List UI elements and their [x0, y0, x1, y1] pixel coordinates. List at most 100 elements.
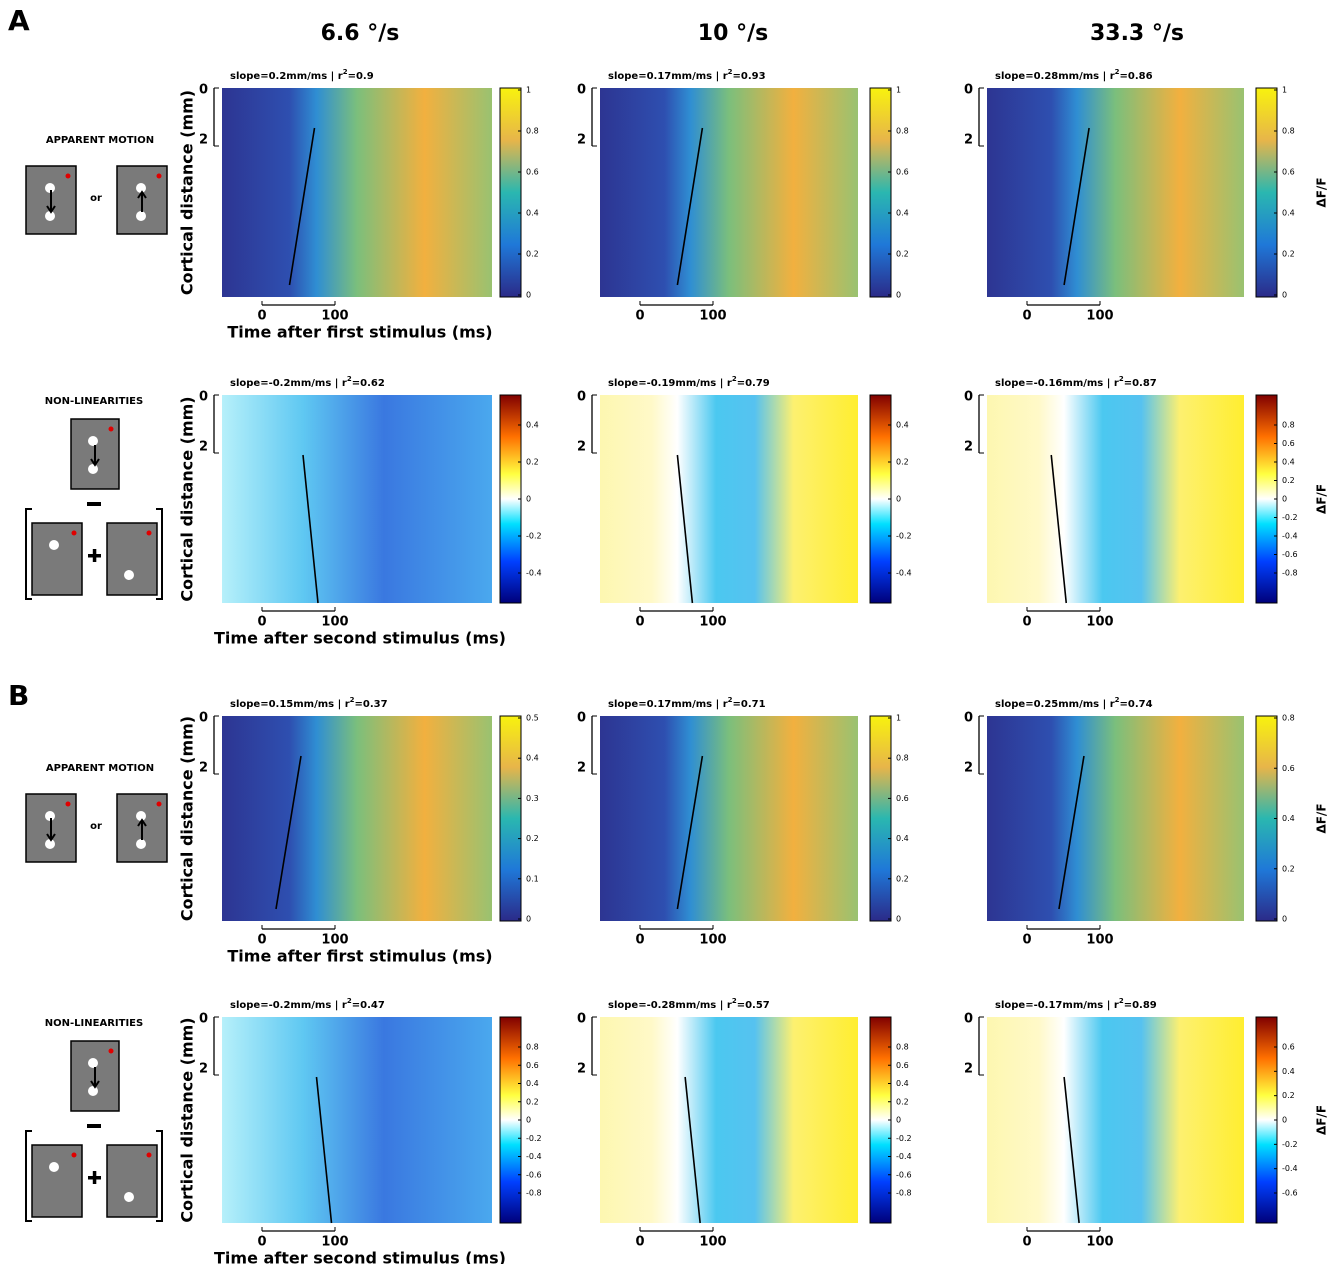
colorbar — [869, 87, 892, 298]
y-tick-label: 0 — [199, 83, 208, 98]
colorbar-tick-label: 0.4 — [1282, 814, 1295, 823]
connector: or — [90, 193, 102, 204]
colorbar-tick-label: 0.8 — [896, 1043, 909, 1052]
stats-sup: 2 — [728, 68, 733, 76]
plot-stats: slope=-0.17mm/ms | r2=0.89 — [995, 997, 1157, 1011]
side-title: NON-LINEARITIES — [45, 1018, 143, 1029]
fixation-dot — [108, 1048, 114, 1054]
colorbar-tick-label: 0 — [896, 291, 901, 300]
y-tick-label: 0 — [577, 1012, 586, 1027]
y-tick-label: 0 — [577, 390, 586, 405]
x-tick-label: 100 — [1086, 309, 1113, 324]
stats-sup: 2 — [732, 997, 737, 1005]
colorbar — [869, 715, 892, 922]
stats-main: slope=0.17mm/ms | r — [608, 71, 728, 82]
stats-main: slope=-0.2mm/ms | r — [230, 1000, 347, 1011]
y-axis-label: Cortical distance (mm) — [178, 90, 197, 295]
stimulus-dot — [124, 570, 134, 580]
side-title: APPARENT MOTION — [46, 763, 154, 774]
x-tick-label: 100 — [699, 309, 726, 324]
y-tick-label: 2 — [199, 133, 208, 148]
x-tick-label: 0 — [257, 933, 266, 948]
x-tick-label: 100 — [1086, 615, 1113, 630]
minus-sign — [87, 1124, 101, 1128]
stimulus-dot — [136, 811, 146, 821]
colorbar-tick-label: -0.6 — [1282, 550, 1298, 559]
stats-value: =0.47 — [352, 1000, 385, 1011]
colorbar-label: ΔF/F — [1315, 803, 1329, 833]
x-axis-label: Time after second stimulus (ms) — [214, 1249, 506, 1264]
stats-main: slope=0.15mm/ms | r — [230, 699, 350, 710]
fit-line — [288, 127, 316, 286]
x-axis-label: Time after second stimulus (ms) — [214, 629, 506, 648]
stats-main: slope=-0.2mm/ms | r — [230, 378, 347, 389]
x-tick-label: 100 — [321, 615, 348, 630]
colorbar-tick-label: -0.4 — [1282, 1164, 1298, 1173]
stats-main: slope=0.17mm/ms | r — [608, 699, 728, 710]
arrow-head — [46, 833, 56, 842]
y-tick-label: 2 — [577, 761, 586, 776]
plot-stats: slope=0.2mm/ms | r2=0.9 — [230, 68, 374, 82]
stats-value: =0.71 — [733, 699, 766, 710]
colorbar-tick-label: -0.2 — [1282, 513, 1298, 522]
x-tick-label: 100 — [1086, 1235, 1113, 1250]
colorbar-tick-label: -0.6 — [1282, 1189, 1298, 1198]
colorbar-tick-label: 0.2 — [896, 1097, 909, 1106]
colorbar-tick-label: 0.4 — [1282, 209, 1295, 218]
x-tick-label: 100 — [321, 309, 348, 324]
stats-sup: 2 — [347, 375, 352, 383]
colorbar-tick-label: 0 — [526, 291, 531, 300]
side-title: APPARENT MOTION — [46, 135, 154, 146]
colorbar-tick-label: 0 — [1282, 495, 1287, 504]
stimulus-dot — [45, 839, 55, 849]
stats-value: =0.89 — [1124, 1000, 1157, 1011]
minus-sign — [87, 502, 101, 506]
colorbar-tick-label: 0 — [896, 495, 901, 504]
stats-main: slope=-0.16mm/ms | r — [995, 378, 1119, 389]
heatmap — [222, 1017, 492, 1223]
colorbar-tick-label: 0.4 — [896, 834, 909, 843]
colorbar — [1255, 715, 1278, 922]
colorbar — [1255, 1016, 1278, 1224]
colorbar-tick-label: 0.8 — [1282, 421, 1295, 430]
fit-line — [676, 454, 694, 604]
colorbar-tick-label: -0.8 — [526, 1189, 542, 1198]
colorbar-tick-label: 0.8 — [896, 754, 909, 763]
x-tick-label: 100 — [699, 1235, 726, 1250]
heatmap — [987, 88, 1244, 297]
colorbar-tick-label: -0.4 — [896, 569, 912, 578]
colorbar-tick-label: 0.6 — [1282, 1043, 1295, 1052]
y-axis-label: Cortical distance (mm) — [178, 1017, 197, 1222]
y-tick-label: 2 — [964, 1062, 973, 1077]
colorbar-tick-label: 0.2 — [896, 250, 909, 259]
plot-stats: slope=0.17mm/ms | r2=0.93 — [608, 68, 766, 82]
colorbar-tick-label: 0.6 — [896, 794, 909, 803]
colorbar-tick-label: 0 — [526, 1116, 531, 1125]
stimulus-dot — [45, 183, 55, 193]
colorbar-tick-label: 1 — [896, 86, 901, 95]
fixation-dot — [71, 1152, 77, 1158]
x-tick-label: 100 — [699, 933, 726, 948]
plot-stats: slope=-0.2mm/ms | r2=0.62 — [230, 375, 385, 389]
colorbar-tick-label: 0 — [1282, 291, 1287, 300]
colorbar-tick-label: -0.8 — [1282, 569, 1298, 578]
stats-main: slope=-0.19mm/ms | r — [608, 378, 732, 389]
colorbar-label: ΔF/F — [1315, 484, 1329, 514]
stimulus-dot — [88, 436, 98, 446]
colorbar-tick-label: 0.6 — [896, 1061, 909, 1070]
x-tick-label: 0 — [635, 615, 644, 630]
stimulus-dot — [136, 211, 146, 221]
arrow-head — [137, 818, 147, 827]
x-tick-label: 0 — [635, 1235, 644, 1250]
colorbar-tick-label: 0 — [1282, 1116, 1287, 1125]
stimulus-dot — [136, 839, 146, 849]
fit-line — [684, 1076, 701, 1224]
fit-line — [275, 755, 302, 910]
plot-stats: slope=0.25mm/ms | r2=0.74 — [995, 696, 1153, 710]
fixation-dot — [156, 173, 162, 179]
colorbar-tick-label: 0.4 — [896, 421, 909, 430]
x-tick-label: 0 — [635, 309, 644, 324]
x-tick-label: 100 — [321, 1235, 348, 1250]
y-tick-label: 0 — [964, 1012, 973, 1027]
